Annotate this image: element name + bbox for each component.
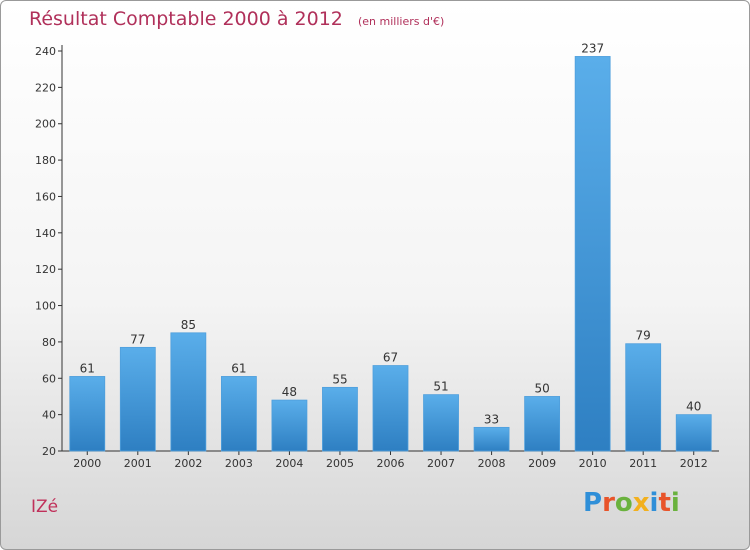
data-label-2007: 51 <box>433 380 448 394</box>
logo-letter: P <box>583 488 603 518</box>
x-tick-label-2004: 2004 <box>275 457 303 470</box>
bar-2002 <box>170 332 207 452</box>
x-tick-label-2008: 2008 <box>478 457 506 470</box>
chart-data-labels: 61 77 85 61 48 55 67 51 33 50 237 79 40 <box>80 41 702 426</box>
bar-2004 <box>271 399 308 452</box>
bar-2001 <box>119 346 156 452</box>
data-label-2005: 55 <box>332 372 347 386</box>
data-label-2010: 237 <box>581 41 604 55</box>
x-tick-label-2007: 2007 <box>427 457 455 470</box>
x-tick-label-2011: 2011 <box>629 457 657 470</box>
y-tick-label: 80 <box>42 336 56 349</box>
x-tick-label-2002: 2002 <box>174 457 202 470</box>
x-tick-label-2005: 2005 <box>326 457 354 470</box>
x-tick-label-2012: 2012 <box>680 457 708 470</box>
x-tick-label-2003: 2003 <box>225 457 253 470</box>
data-label-2012: 40 <box>686 400 701 414</box>
data-label-2003: 61 <box>231 361 246 375</box>
x-tick-label-2001: 2001 <box>124 457 152 470</box>
chart-title-unit: (en milliers d'€) <box>357 15 445 28</box>
logo-letter: o <box>614 488 633 518</box>
bar-2003 <box>220 376 257 452</box>
data-label-2004: 48 <box>282 385 297 399</box>
logo-letter: i <box>649 488 659 518</box>
commune-name: IZé <box>31 497 59 517</box>
data-label-2002: 85 <box>181 318 196 332</box>
bar-2006 <box>372 365 409 452</box>
y-tick-label: 140 <box>35 227 56 240</box>
logo-letter: r <box>602 488 615 518</box>
data-label-2001: 77 <box>130 332 145 346</box>
chart-title: Résultat Comptable 2000 à 2012 (en milli… <box>29 8 444 30</box>
chart-title-main: Résultat Comptable 2000 à 2012 <box>29 8 343 30</box>
x-tick-label-2010: 2010 <box>579 457 607 470</box>
logo-letter: i <box>670 488 680 518</box>
x-tick-label-2000: 2000 <box>73 457 101 470</box>
logo-letter: x <box>632 488 650 518</box>
y-tick-label: 160 <box>35 190 56 203</box>
bar-2012 <box>675 414 712 452</box>
chart-bars <box>69 56 712 452</box>
y-tick-label: 200 <box>35 118 56 131</box>
y-tick-label: 180 <box>35 154 56 167</box>
data-label-2006: 67 <box>383 351 398 365</box>
data-label-2011: 79 <box>636 329 651 343</box>
y-tick-label: 40 <box>42 409 56 422</box>
bar-2009 <box>524 396 561 452</box>
proxiti-logo: Proxiti <box>583 488 680 518</box>
bar-2010 <box>574 56 611 452</box>
logo-letter: t <box>658 488 671 518</box>
y-tick-label: 120 <box>35 263 56 276</box>
data-label-2009: 50 <box>534 381 549 395</box>
y-tick-label: 100 <box>35 300 56 313</box>
bar-2008 <box>473 426 510 452</box>
bar-2007 <box>423 394 459 452</box>
y-tick-label: 60 <box>42 372 56 385</box>
data-label-2000: 61 <box>80 361 95 375</box>
y-tick-label: 220 <box>35 81 56 94</box>
y-tick-label: 20 <box>42 445 56 458</box>
bar-2005 <box>322 386 358 452</box>
bar-2011 <box>625 343 662 452</box>
data-label-2008: 33 <box>484 412 499 426</box>
y-tick-label: 240 <box>35 45 56 58</box>
x-tick-label-2006: 2006 <box>377 457 405 470</box>
bar-2000 <box>69 376 106 452</box>
x-tick-label-2009: 2009 <box>528 457 556 470</box>
